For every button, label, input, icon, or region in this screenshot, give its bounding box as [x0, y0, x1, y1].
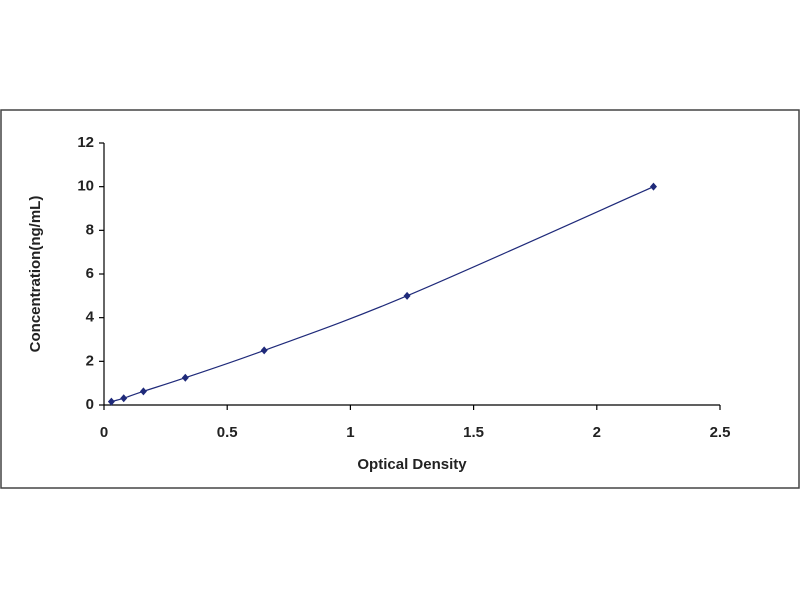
x-tick-label: 1.5 [463, 424, 484, 441]
y-tick-label: 6 [86, 265, 94, 282]
y-tick-label: 8 [86, 221, 94, 238]
y-axis-label: Concentration(ng/mL) [27, 196, 44, 353]
x-axis-label: Optical Density [357, 456, 467, 473]
y-tick-label: 10 [77, 178, 94, 195]
y-tick-label: 0 [86, 396, 94, 413]
x-tick-label: 0.5 [217, 424, 238, 441]
point [403, 291, 411, 300]
x-tick-label: 1 [346, 424, 354, 441]
point [181, 373, 189, 382]
y-tick-label: 2 [86, 352, 94, 369]
point [260, 346, 268, 355]
x-tick-label: 2 [593, 424, 601, 441]
y-tick-label: 12 [77, 134, 94, 151]
x-tick-label: 0 [100, 424, 108, 441]
curve [111, 186, 654, 403]
x-tick-label: 2.5 [710, 424, 731, 441]
point [120, 394, 128, 403]
point [649, 182, 657, 191]
y-tick-label: 4 [86, 309, 95, 326]
point [139, 387, 147, 396]
point [107, 397, 115, 406]
